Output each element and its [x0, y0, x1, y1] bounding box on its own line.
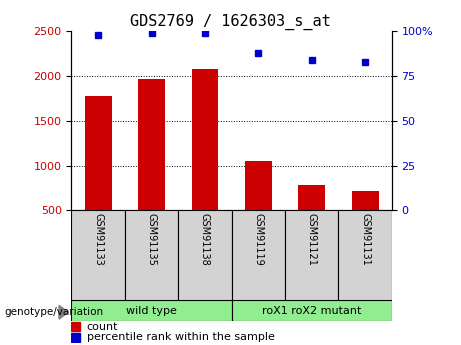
Text: percentile rank within the sample: percentile rank within the sample [87, 333, 275, 343]
Bar [71, 323, 80, 331]
Bar [138, 79, 165, 255]
Bar [298, 185, 325, 255]
Text: roX1 roX2 mutant: roX1 roX2 mutant [262, 306, 361, 315]
Text: GSM91131: GSM91131 [360, 213, 370, 266]
Bar [192, 69, 219, 255]
Bar [85, 96, 112, 255]
Text: genotype/variation: genotype/variation [5, 307, 104, 317]
Polygon shape [59, 305, 68, 319]
Bar [231, 300, 392, 321]
Text: wild type: wild type [126, 306, 177, 315]
Text: GDS2769 / 1626303_s_at: GDS2769 / 1626303_s_at [130, 14, 331, 30]
Bar [71, 210, 125, 300]
Bar [338, 210, 392, 300]
Text: GSM91138: GSM91138 [200, 213, 210, 266]
Bar [125, 210, 178, 300]
Bar [71, 333, 80, 342]
Bar [231, 210, 285, 300]
Bar [352, 191, 378, 255]
Bar [245, 161, 272, 255]
Bar [178, 210, 231, 300]
Text: count: count [87, 322, 118, 332]
Text: GSM91121: GSM91121 [307, 213, 317, 266]
Text: GSM91135: GSM91135 [147, 213, 157, 266]
Bar [285, 210, 338, 300]
Bar [71, 300, 231, 321]
Text: GSM91133: GSM91133 [93, 213, 103, 266]
Text: GSM91119: GSM91119 [254, 213, 263, 266]
